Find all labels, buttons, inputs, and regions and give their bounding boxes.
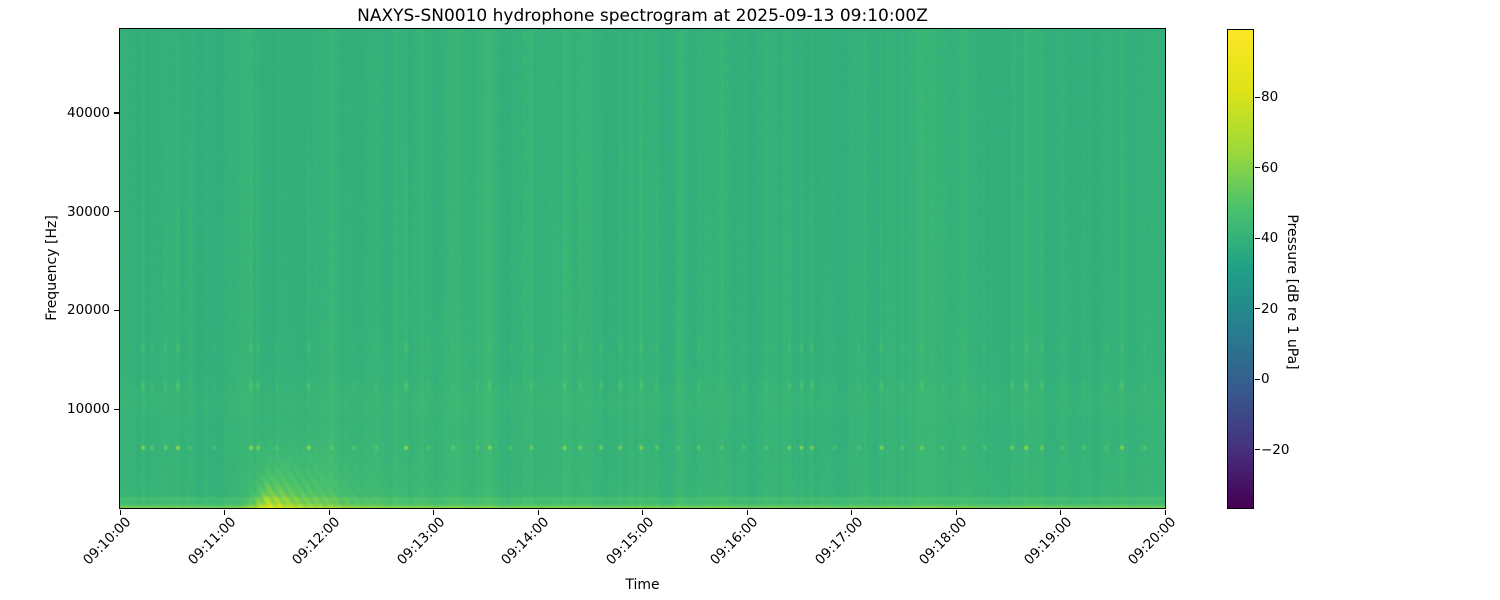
x-tick-mark bbox=[224, 509, 226, 515]
x-tick-label: 09:10:00 bbox=[80, 514, 135, 569]
y-tick-mark bbox=[113, 211, 119, 213]
y-tick-mark bbox=[113, 112, 119, 114]
x-axis-label: Time bbox=[625, 577, 660, 593]
colorbar-tick-label: −20 bbox=[1261, 441, 1290, 458]
colorbar-tick-mark bbox=[1254, 96, 1260, 98]
colorbar-tick-label: 80 bbox=[1261, 89, 1279, 106]
colorbar-tick-label: 20 bbox=[1261, 300, 1279, 317]
x-tick-mark bbox=[746, 509, 748, 515]
colorbar-tick-label: 0 bbox=[1261, 371, 1270, 388]
x-tick-mark bbox=[1164, 509, 1166, 515]
colorbar-tick-label: 60 bbox=[1261, 159, 1279, 176]
colorbar-tick-mark bbox=[1254, 167, 1260, 169]
colorbar-tick-mark bbox=[1254, 378, 1260, 380]
x-tick-mark bbox=[1060, 509, 1062, 515]
x-tick-mark bbox=[851, 509, 853, 515]
chart-title: NAXYS-SN0010 hydrophone spectrogram at 2… bbox=[357, 6, 928, 26]
colorbar-label: Pressure [dB re 1 uPa] bbox=[1284, 214, 1300, 370]
y-tick-label: 30000 bbox=[67, 203, 110, 220]
y-tick-label: 10000 bbox=[67, 401, 110, 418]
x-tick-mark bbox=[537, 509, 539, 515]
x-tick-mark bbox=[433, 509, 435, 515]
y-tick-label: 20000 bbox=[67, 302, 110, 319]
x-tick-mark bbox=[119, 509, 121, 515]
x-tick-mark bbox=[642, 509, 644, 515]
y-tick-label: 40000 bbox=[67, 104, 110, 121]
x-tick-mark bbox=[328, 509, 330, 515]
spectrogram-heatmap bbox=[120, 29, 1165, 508]
y-tick-mark bbox=[113, 408, 119, 410]
y-tick-mark bbox=[113, 309, 119, 312]
x-tick-mark bbox=[955, 509, 957, 515]
colorbar-tick-mark bbox=[1254, 449, 1260, 451]
colorbar-tick-mark bbox=[1254, 237, 1260, 239]
colorbar-tick-mark bbox=[1254, 308, 1260, 310]
colorbar-tick-label: 40 bbox=[1261, 230, 1279, 247]
colorbar-gradient bbox=[1228, 30, 1253, 508]
